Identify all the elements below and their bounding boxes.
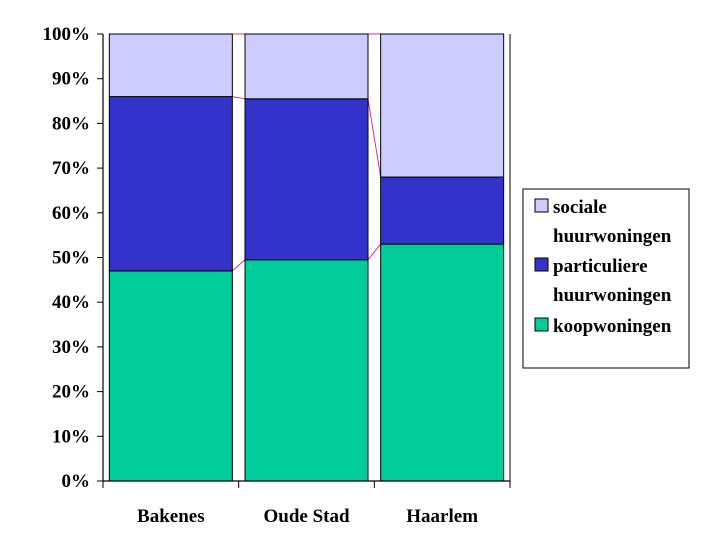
series-line xyxy=(367,98,382,178)
y-tick-label: 50% xyxy=(52,248,90,269)
bar-sociale-huurwoningen-oude-stad xyxy=(244,33,369,100)
legend-box xyxy=(522,188,690,369)
bar-koopwoningen-bakenes xyxy=(108,270,233,482)
legend-label: huurwoningen xyxy=(553,285,672,306)
series-line xyxy=(367,243,382,261)
legend-label: particuliere xyxy=(553,256,648,277)
y-axis-ticks: 0% 10% 20% 30% 40% 50% 60% 70% 80% 90% 100% xyxy=(43,24,103,492)
bars xyxy=(108,33,505,482)
bar-koopwoningen-oude-stad xyxy=(244,259,369,482)
y-tick-label: 0% xyxy=(62,471,91,492)
y-tick-label: 90% xyxy=(52,69,90,90)
bar-sociale-huurwoningen-bakenes xyxy=(108,33,233,98)
bar-sociale-huurwoningen-haarlem xyxy=(380,33,505,178)
series-lines xyxy=(232,33,382,272)
legend-swatch xyxy=(534,317,549,332)
series-line xyxy=(232,96,246,100)
bar-particuliere-huurwoningen-oude-stad xyxy=(244,98,369,261)
legend-label: koopwoningen xyxy=(553,316,672,337)
x-tick-label: Bakenes xyxy=(137,506,205,527)
legend-swatch xyxy=(534,257,549,272)
bar-particuliere-huurwoningen-haarlem xyxy=(380,176,505,245)
bar-particuliere-huurwoningen-bakenes xyxy=(108,96,233,272)
y-tick-label: 80% xyxy=(52,113,90,134)
y-tick-label: 10% xyxy=(52,426,90,447)
x-tick-label: Oude Stad xyxy=(263,506,349,527)
y-tick-label: 70% xyxy=(52,158,90,179)
y-tick-label: 20% xyxy=(52,382,90,403)
x-tick-label: Haarlem xyxy=(406,506,478,527)
bar-koopwoningen-haarlem xyxy=(380,243,505,482)
legend-label: sociale xyxy=(553,197,607,218)
y-tick-label: 60% xyxy=(52,203,90,224)
y-tick-label: 40% xyxy=(52,292,90,313)
legend: sociale huurwoningen particuliere huurwonin… xyxy=(522,188,690,369)
legend-label: huurwoningen xyxy=(553,226,672,247)
x-axis-ticks: Bakenes Oude Stad Haarlem xyxy=(102,481,511,527)
legend-swatch xyxy=(534,198,549,213)
y-tick-label: 30% xyxy=(52,337,90,358)
series-line xyxy=(232,259,246,272)
y-tick-label: 100% xyxy=(43,24,91,45)
